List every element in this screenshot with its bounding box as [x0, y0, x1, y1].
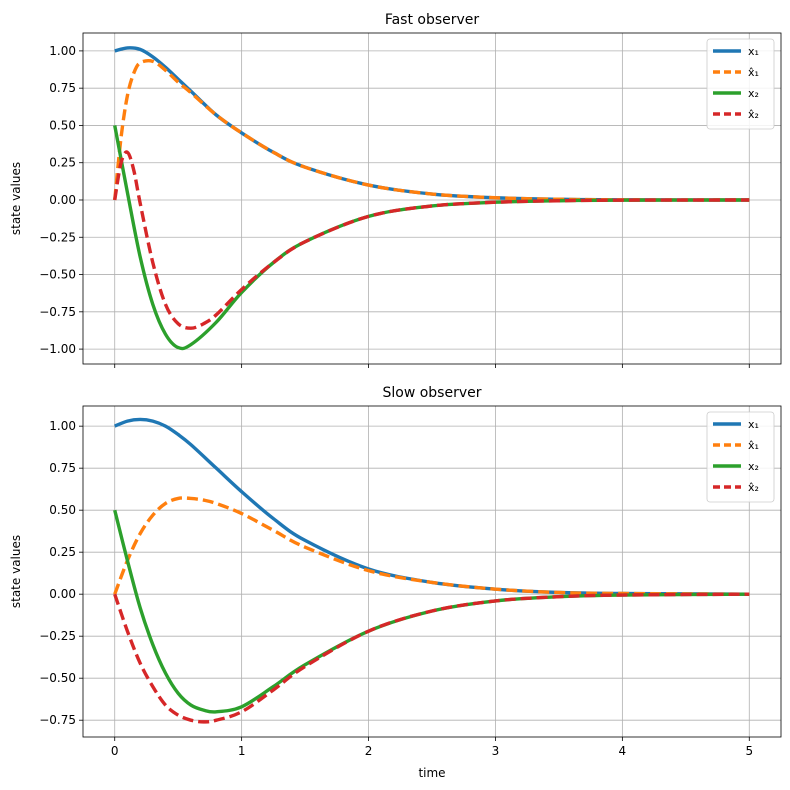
- y-tick-label: 0.25: [49, 545, 76, 559]
- y-tick-label: 0.50: [49, 118, 76, 132]
- y-tick-label: 0.25: [49, 156, 76, 170]
- chart-title: Slow observer: [382, 385, 481, 401]
- legend-label-3: x₂: [748, 460, 759, 473]
- chart-title: Fast observer: [385, 12, 480, 28]
- series-line-2: [113, 59, 750, 202]
- series-line-1: [114, 417, 750, 596]
- axes-frame: [82, 405, 782, 738]
- axes-frame: [82, 32, 782, 365]
- legend-label-4: x̂₂: [748, 481, 759, 494]
- y-tick-label: 0.00: [49, 193, 76, 207]
- series-line-4: [113, 592, 750, 724]
- legend-label-2: x̂₁: [748, 439, 759, 452]
- legend-box: [706, 38, 775, 130]
- legend: x₁ x̂₁ x₂ x̂₂: [706, 411, 775, 503]
- chart-panel-1: 1.00 0.75 0.50 0.25 0.00 −0.25 −0.50 −0.75 −1.00…: [9, 12, 782, 368]
- y-tick-label: 0.00: [49, 587, 76, 601]
- y-axis-label: state values: [9, 162, 23, 235]
- x-axis-label: time: [418, 766, 445, 780]
- y-tick-label: −0.50: [39, 268, 76, 282]
- legend: x₁ x̂₁ x₂ x̂₂: [706, 38, 775, 130]
- y-tick-label: 0.75: [49, 461, 76, 475]
- x-tick-label: 4: [619, 744, 627, 758]
- y-tick-label: −1.00: [39, 342, 76, 356]
- x-tick-label: 3: [492, 744, 500, 758]
- y-tick-label: −0.75: [39, 305, 76, 319]
- plot-area: [83, 406, 781, 737]
- y-tick-label: 1.00: [49, 44, 76, 58]
- series-line-2: [113, 496, 750, 596]
- y-tick-label: −0.25: [39, 629, 76, 643]
- legend-label-1: x₁: [748, 418, 759, 431]
- x-tick-label: 2: [365, 744, 373, 758]
- y-tick-label: 0.75: [49, 81, 76, 95]
- y-tick-label: 1.00: [49, 419, 76, 433]
- legend-label-3: x₂: [748, 87, 759, 100]
- y-tick-label: −0.75: [39, 713, 76, 727]
- y-tick-label: 0.50: [49, 503, 76, 517]
- x-tick-label: 1: [238, 744, 246, 758]
- x-tick-label: 5: [745, 744, 753, 758]
- y-axis-label: state values: [9, 535, 23, 608]
- legend-label-4: x̂₂: [748, 108, 759, 121]
- x-tick-label: 0: [111, 744, 119, 758]
- y-tick-label: −0.50: [39, 671, 76, 685]
- chart-panel-2: 0 1 2 3 4 5 1.00 0.75 0.50 0.25 0.00 −0.25 −0.50 −0.7…: [9, 385, 782, 780]
- legend-label-2: x̂₁: [748, 66, 759, 79]
- legend-label-1: x₁: [748, 45, 759, 58]
- y-tick-label: −0.25: [39, 230, 76, 244]
- legend-box: [706, 411, 775, 503]
